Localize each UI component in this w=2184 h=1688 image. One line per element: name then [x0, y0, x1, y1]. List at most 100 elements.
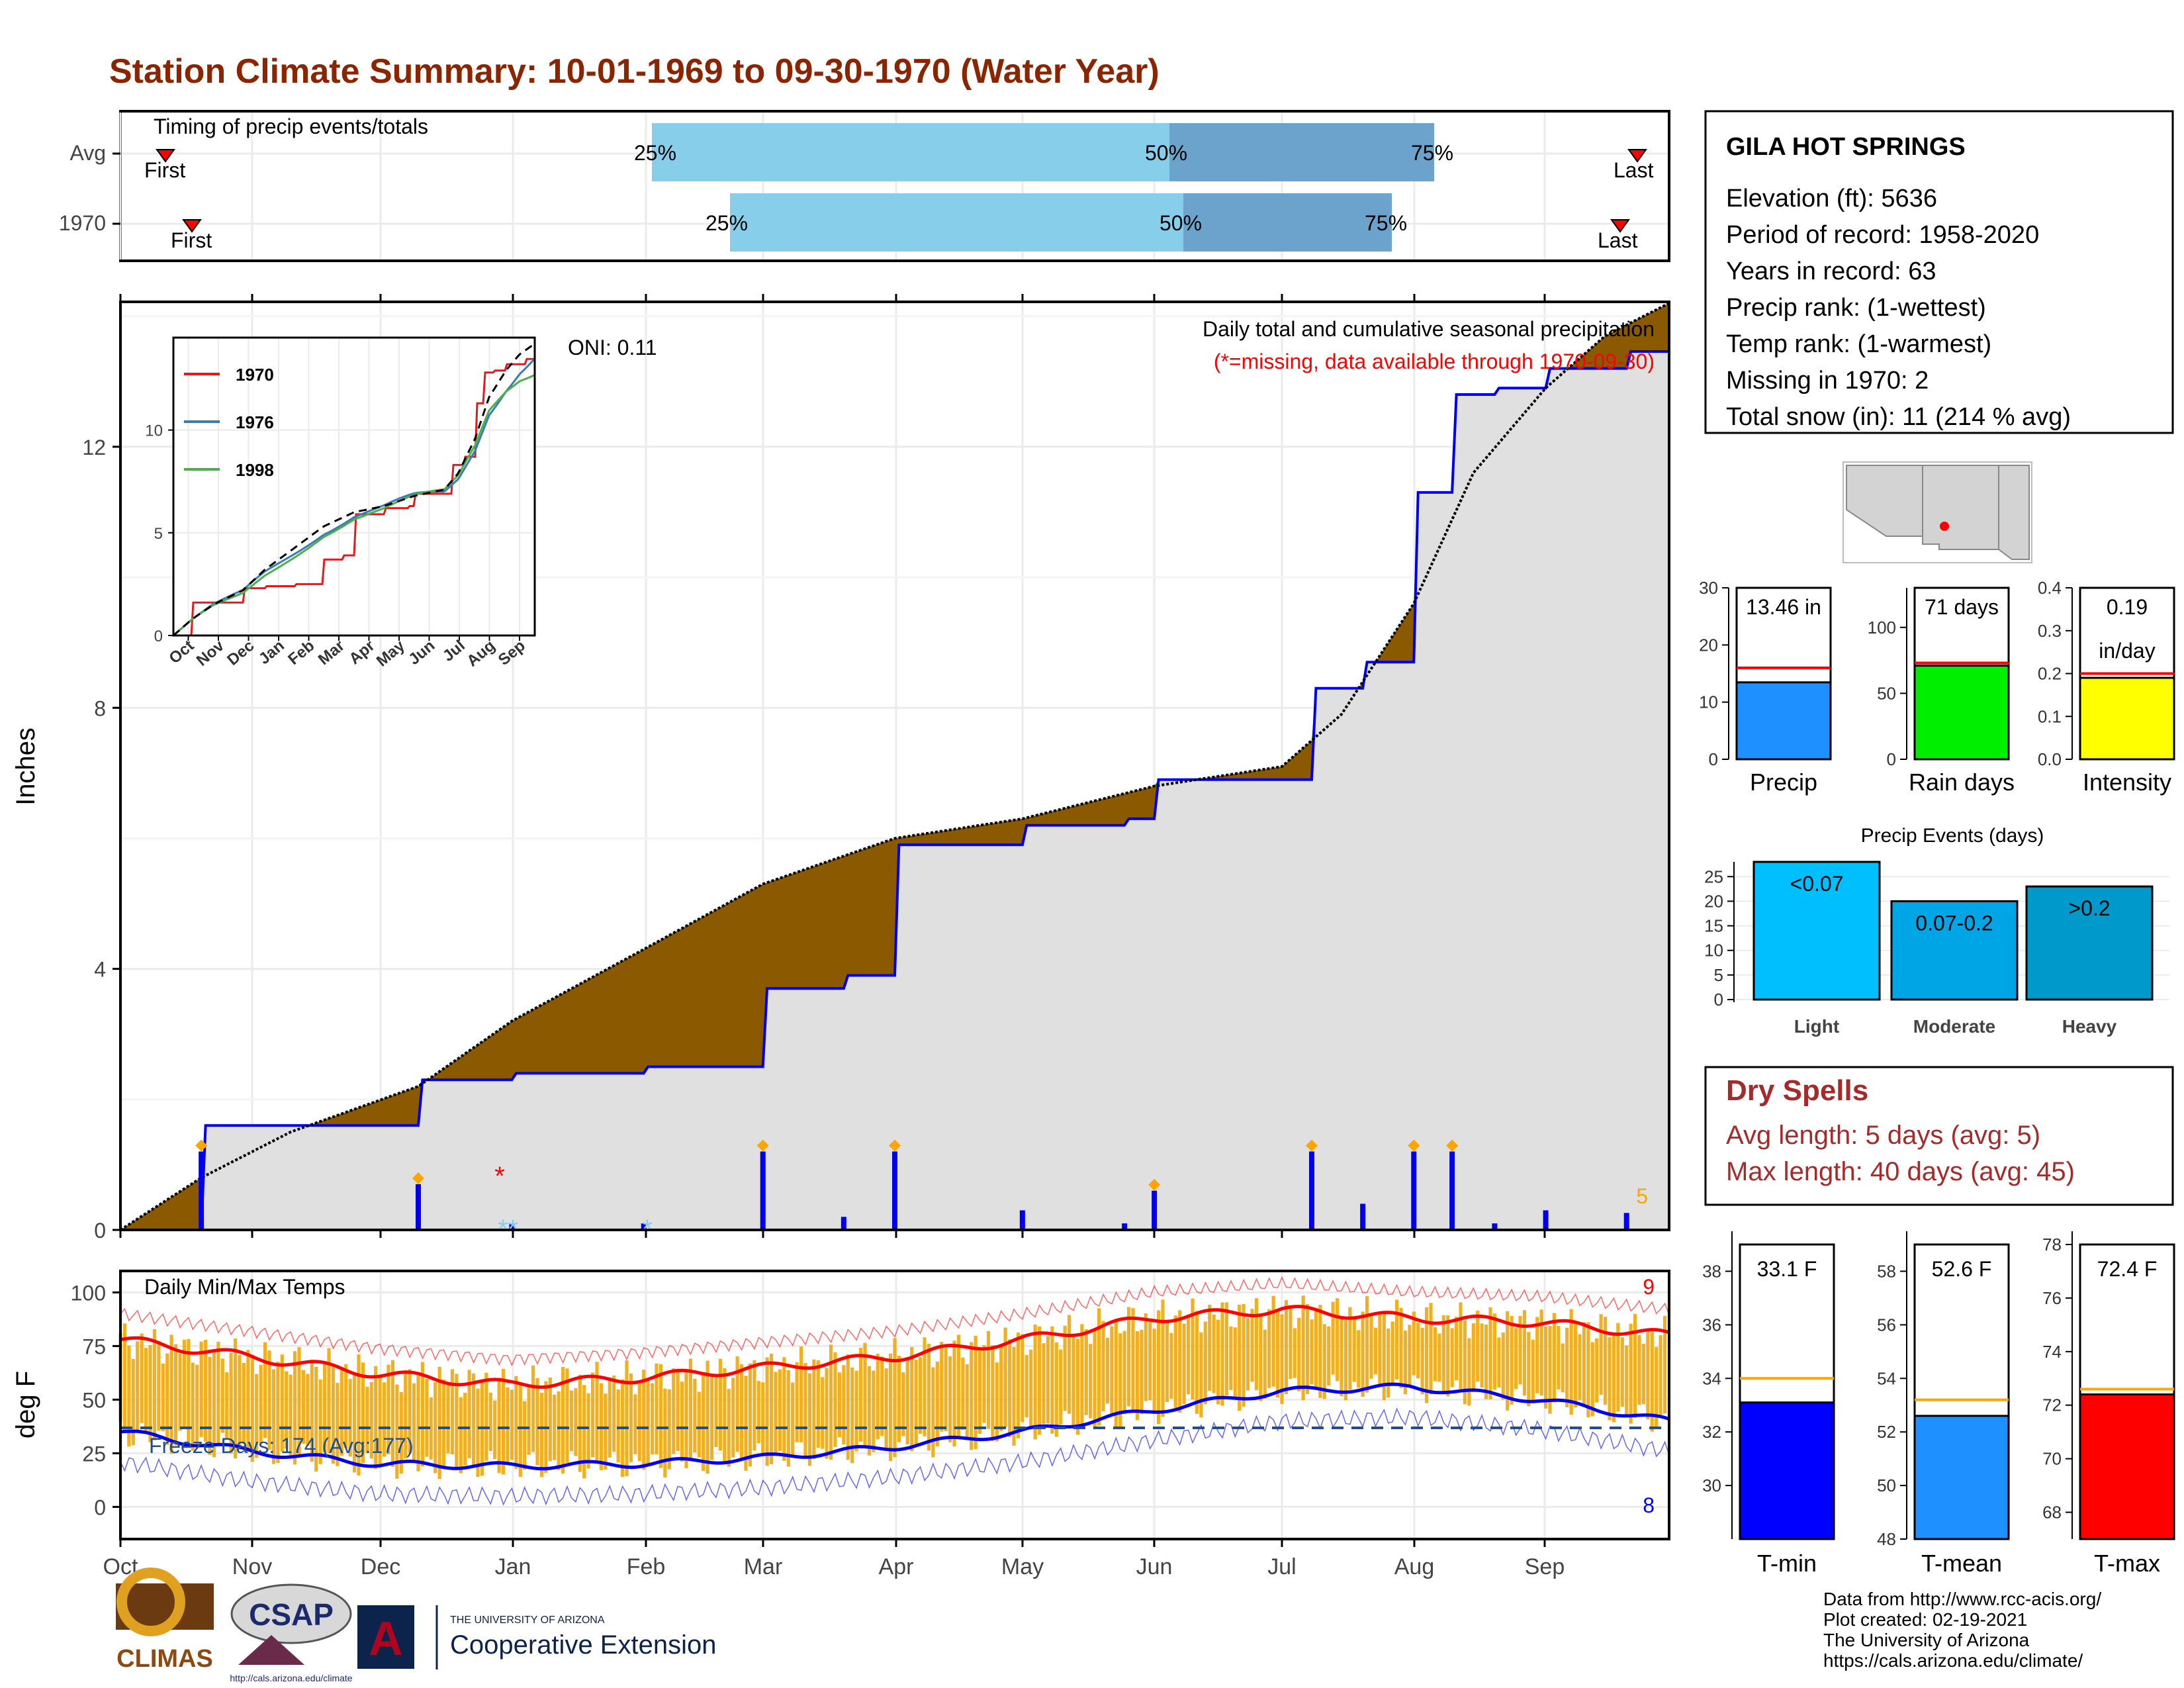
temp-day-bar — [1527, 1332, 1531, 1407]
timing-avg-bar-high — [1169, 123, 1434, 181]
ua-small-text: THE UNIVERSITY OF ARIZONA — [450, 1615, 605, 1626]
temp-day-bar — [161, 1363, 165, 1432]
cumulative-areas — [119, 302, 1670, 1231]
temp-day-bar — [416, 1376, 420, 1472]
daily-precip-bars — [195, 1139, 1629, 1230]
temp-day-bar — [604, 1393, 608, 1470]
month-tick-label: Feb — [627, 1554, 666, 1579]
temp-day-bar — [322, 1363, 327, 1453]
temp-day-bar — [127, 1345, 131, 1447]
temp-day-bar — [182, 1339, 187, 1429]
temp-day-bar — [361, 1362, 365, 1464]
temp-day-bar — [484, 1372, 488, 1461]
map-texas — [1998, 465, 2030, 560]
temp-day-bar — [289, 1374, 293, 1458]
temp-summary-y-tick-label: 78 — [2042, 1235, 2062, 1254]
ua-block — [357, 1605, 414, 1669]
temp-summary-t-mean: 48 50 52 54 56 58 52.6 F T-mean — [1877, 1231, 2010, 1577]
temp-day-bar — [837, 1372, 842, 1438]
temp-day-bar — [672, 1368, 676, 1454]
month-tick-label: May — [1001, 1554, 1044, 1579]
temp-day-bar — [1471, 1323, 1475, 1392]
climas-text: CLIMAS — [116, 1645, 213, 1673]
temp-day-bar — [578, 1374, 582, 1472]
temp-day-bar — [437, 1366, 441, 1479]
temp-day-bar — [1271, 1295, 1275, 1387]
temp-day-bar — [1293, 1328, 1297, 1378]
temp-summary-value-bar — [1913, 1415, 2010, 1540]
temp-day-bar — [727, 1389, 731, 1467]
temp-summary-value-label: 72.4 F — [2097, 1257, 2158, 1281]
daily-precip-bar — [1543, 1210, 1549, 1230]
station-missing: Missing in 1970: 2 — [1726, 367, 1929, 395]
temp-day-bar — [1238, 1304, 1242, 1411]
dry-title: Dry Spells — [1726, 1074, 1868, 1107]
temp-day-bar — [1037, 1326, 1042, 1435]
temp-day-bar — [1114, 1319, 1118, 1428]
temp-day-bar — [1297, 1317, 1301, 1391]
temp-day-bar — [539, 1393, 544, 1477]
temp-day-bar — [1305, 1303, 1310, 1394]
inset-series-line-1998 — [173, 374, 535, 637]
climas-logo: CLIMAS — [116, 1568, 214, 1673]
temp-day-bar — [344, 1364, 348, 1448]
temp-day-bar — [1246, 1317, 1250, 1391]
temp-day-bar — [1424, 1307, 1429, 1403]
temp-day-bar — [1173, 1315, 1177, 1408]
temp-day-bar — [553, 1394, 557, 1460]
y1970-p50-label: 50% — [1160, 211, 1202, 235]
main-y-ticks: 0 4 8 12 — [82, 436, 120, 1243]
temp-day-bar — [1284, 1300, 1289, 1395]
temp-day-bar — [714, 1374, 718, 1448]
temp-day-bar — [1565, 1327, 1569, 1407]
temp-day-bar — [1552, 1313, 1557, 1403]
temp-day-bar — [1263, 1329, 1267, 1399]
footer-line-3: The University of Arizona — [1823, 1630, 2030, 1650]
temp-day-bar — [1101, 1321, 1105, 1412]
temp-day-bar — [1480, 1323, 1484, 1388]
temp-day-bar — [369, 1382, 373, 1459]
temp-day-bar — [425, 1378, 429, 1457]
temp-day-bar — [1165, 1321, 1169, 1403]
temp-day-bar — [1641, 1344, 1646, 1405]
temp-day-bar — [948, 1356, 952, 1442]
temp-day-bar — [961, 1357, 965, 1430]
temp-day-bar — [1029, 1349, 1033, 1429]
temp-day-bar — [1446, 1315, 1450, 1397]
temp-day-bar — [408, 1369, 412, 1453]
temp-day-bar — [1387, 1328, 1390, 1398]
temp-day-bar — [702, 1372, 705, 1472]
temp-day-bar — [242, 1362, 246, 1444]
daily-precip-bar — [1360, 1203, 1366, 1230]
y1970-first-marker — [182, 219, 202, 233]
temp-day-bar — [940, 1342, 944, 1432]
temp-day-bar — [629, 1373, 633, 1462]
daily-precip-bar — [1411, 1151, 1417, 1230]
temp-day-bar — [1042, 1343, 1046, 1424]
temp-day-bar — [1156, 1310, 1161, 1425]
temp-day-bar — [165, 1353, 169, 1445]
temp-summary-y-tick-label: 76 — [2042, 1288, 2062, 1308]
temp-day-bar — [348, 1379, 352, 1457]
temp-day-bar — [1548, 1326, 1552, 1414]
temp-day-bar — [557, 1391, 561, 1470]
temp-day-bar — [1131, 1308, 1135, 1413]
temp-day-bar — [595, 1362, 599, 1460]
temp-day-bar — [455, 1374, 459, 1468]
avg-last-marker — [1627, 149, 1647, 163]
temp-day-bar — [1254, 1298, 1259, 1390]
temp-day-bar — [1348, 1307, 1352, 1390]
temp-day-bar — [918, 1357, 923, 1434]
temp-day-bar — [1361, 1311, 1365, 1397]
temp-day-bar — [1135, 1331, 1140, 1421]
temp-day-bar — [688, 1358, 693, 1462]
temp-day-bar — [821, 1377, 825, 1449]
daily-precip-bar — [1122, 1223, 1128, 1230]
temp-day-bar — [1050, 1326, 1054, 1434]
temp-day-bar — [1224, 1302, 1229, 1396]
average-min-line — [120, 1382, 1670, 1471]
summary-y-tick-label: 0.2 — [2038, 664, 2062, 684]
daily-precip-bar — [760, 1151, 766, 1230]
temp-day-bar — [1662, 1315, 1667, 1414]
temp-day-bar — [152, 1329, 157, 1440]
